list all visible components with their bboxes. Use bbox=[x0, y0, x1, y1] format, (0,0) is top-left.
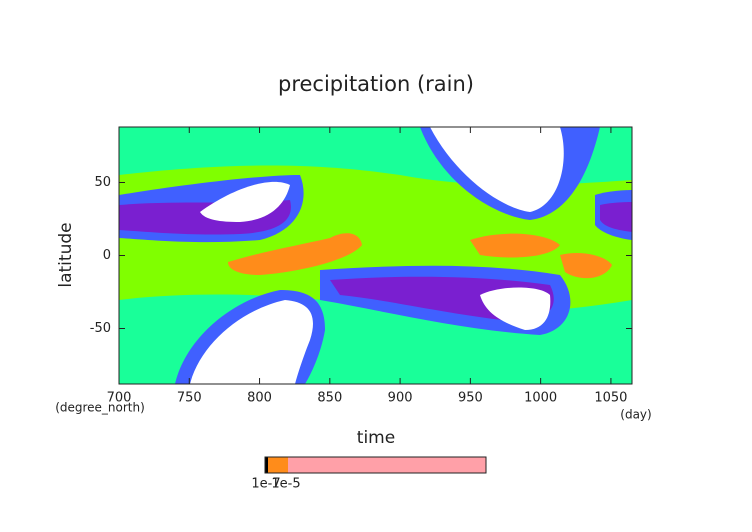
field-region bbox=[228, 233, 362, 275]
x-tick-label: 700 bbox=[107, 391, 132, 406]
field-region bbox=[190, 300, 313, 384]
y-axis-label: latitude bbox=[56, 222, 76, 287]
field-region bbox=[600, 202, 632, 232]
x-tick-label: 800 bbox=[247, 391, 272, 406]
x-axis-label: time bbox=[357, 428, 395, 448]
x-tick-label: 1000 bbox=[524, 391, 557, 406]
y-tick-label: 0 bbox=[103, 248, 111, 263]
y-axis-unit: (degree_north) bbox=[55, 401, 145, 415]
colorbar: 1e-71e-5 bbox=[251, 456, 487, 492]
y-tick-label: 50 bbox=[94, 175, 111, 190]
x-tick-label: 1050 bbox=[594, 391, 627, 406]
field-region bbox=[200, 181, 290, 222]
y-tick-label: -50 bbox=[90, 321, 111, 336]
field-region bbox=[560, 253, 612, 279]
x-axis-unit: (day) bbox=[620, 408, 651, 422]
field-region bbox=[430, 127, 564, 212]
field-region bbox=[470, 233, 560, 258]
field bbox=[119, 127, 632, 384]
colorbar-swatch bbox=[268, 457, 288, 473]
colorbar-frame bbox=[264, 456, 487, 474]
colorbar-swatch bbox=[288, 457, 486, 473]
x-tick-label: 900 bbox=[388, 391, 413, 406]
field-region bbox=[480, 287, 551, 330]
x-tick-label: 950 bbox=[458, 391, 483, 406]
axes: 700 750 800 850 900 950 1000 1050 -50 0 50 bbox=[90, 127, 632, 406]
x-tick-label: 750 bbox=[177, 391, 202, 406]
colorbar-label: 1e-7 bbox=[251, 477, 280, 492]
x-tick-label: 850 bbox=[317, 391, 342, 406]
colorbar-label: 1e-5 bbox=[271, 477, 300, 492]
chart-title: precipitation (rain) bbox=[278, 72, 474, 96]
colorbar-swatch bbox=[265, 457, 268, 473]
